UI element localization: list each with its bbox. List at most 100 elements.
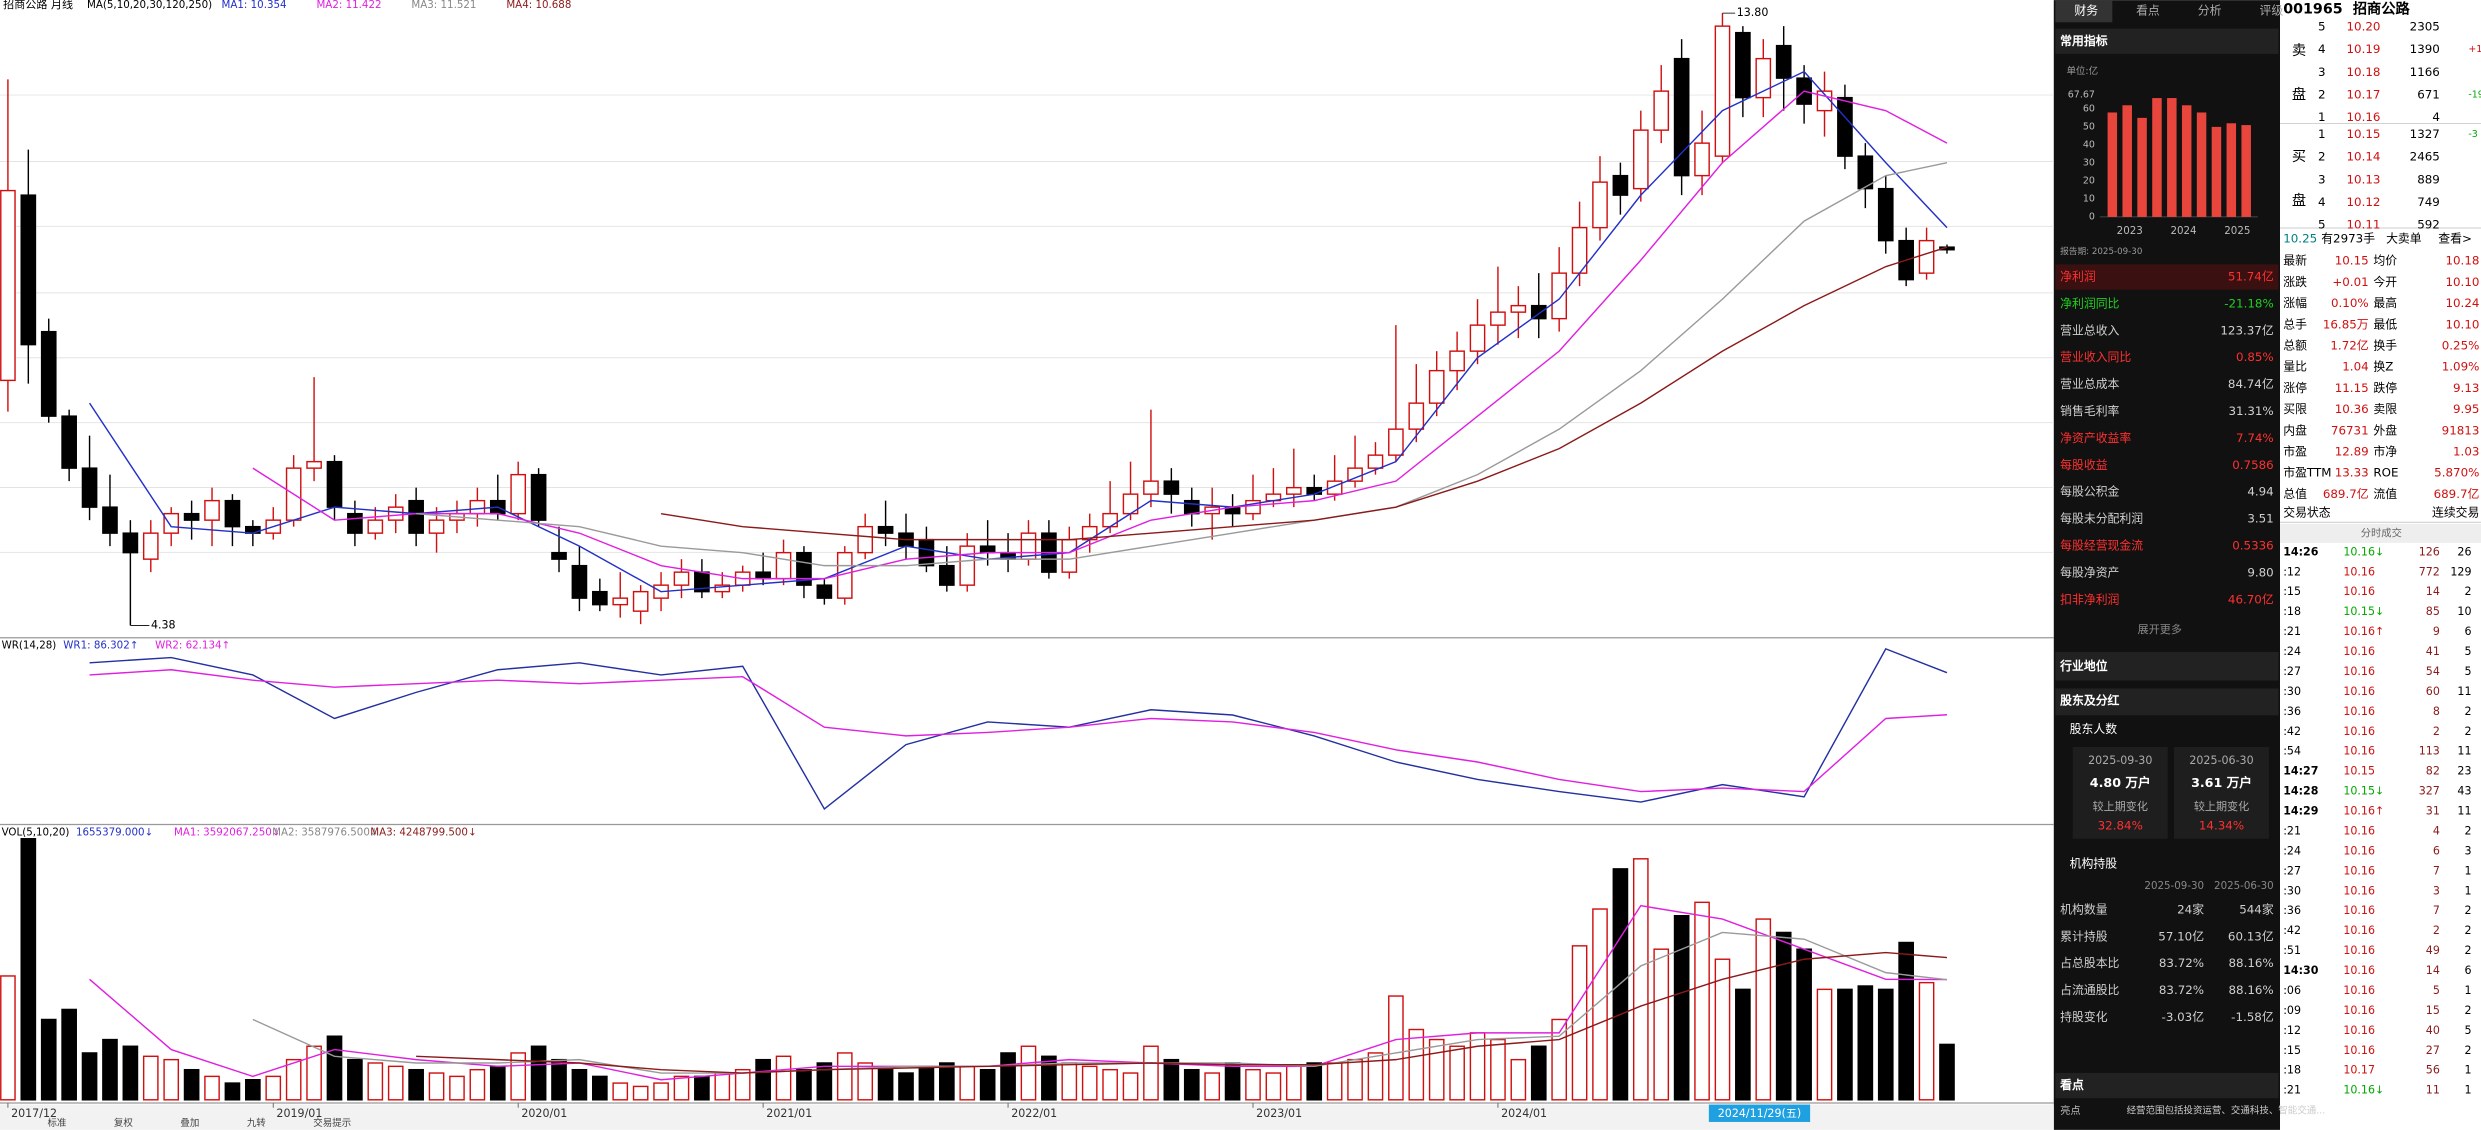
label: 10.16 <box>2343 924 2375 937</box>
label: 2025-09-30 <box>2144 880 2204 892</box>
metric-label: 每股收益 <box>2060 458 2108 472</box>
label: 10.24 <box>2445 296 2479 310</box>
candle-body <box>1061 538 1078 573</box>
label: 43 <box>2457 785 2471 798</box>
label: 2 <box>2464 904 2471 917</box>
label: 113 <box>2419 745 2440 758</box>
metric-value: 9.80 <box>2247 565 2273 579</box>
volume-bar <box>1224 1062 1241 1101</box>
label: 689.7亿 <box>2323 487 2369 501</box>
vol-ma-line <box>416 951 1948 1074</box>
label: 1 <box>2464 1084 2471 1097</box>
candle-body <box>1183 499 1200 515</box>
label: -3.03亿 <box>2162 1010 2205 1024</box>
label: 买 <box>2292 148 2306 165</box>
ticks-header <box>2280 523 2481 543</box>
volume-bar <box>387 1065 404 1101</box>
tab[interactable]: 看点 <box>2136 4 2160 18</box>
label: 10.16 <box>2343 964 2375 977</box>
toolbar-tab[interactable]: 交易提示 <box>313 1117 351 1129</box>
volume-bar <box>551 1058 567 1101</box>
toolbar-tab[interactable]: 叠加 <box>180 1118 199 1129</box>
label: +0.01 <box>2332 275 2368 289</box>
label: 均价 <box>2373 254 2397 268</box>
volume-bar <box>1204 1072 1221 1101</box>
volume-bar <box>796 1068 812 1101</box>
label: 2025-06-30 <box>2214 880 2274 892</box>
volume-bar <box>775 1055 792 1101</box>
label: 1.72亿 <box>2330 339 2368 353</box>
y-tick-label: 10 <box>2083 193 2095 204</box>
section-bar <box>2055 688 2279 716</box>
label: 10.16↑ <box>2343 625 2384 638</box>
label: 23 <box>2457 765 2471 778</box>
label: 889 <box>2417 172 2440 186</box>
tab[interactable]: 分析 <box>2198 4 2222 18</box>
toolbar-tab[interactable]: 九转 <box>247 1117 266 1129</box>
label: 1166 <box>2410 65 2440 79</box>
metric-label: 净利润 <box>2060 270 2096 284</box>
label: 4 <box>2318 42 2326 56</box>
label: 大卖单 <box>2386 232 2422 246</box>
x-tick-label: 2022/01 <box>1011 1107 1057 1120</box>
toolbar-tab[interactable]: 复权 <box>114 1117 133 1129</box>
label: 10.16 <box>2343 745 2375 758</box>
expand-button[interactable]: 展开更多 <box>2138 622 2182 636</box>
label: 交易状态 <box>2283 505 2331 519</box>
tab[interactable]: 财务 <box>2074 4 2098 18</box>
label: 5 <box>2464 665 2471 678</box>
label: 换Z <box>2373 360 2393 374</box>
volume-bar <box>1306 1062 1323 1101</box>
bar <box>2226 123 2237 217</box>
label: 12.89 <box>2335 445 2369 459</box>
label: 5 <box>2318 218 2326 232</box>
label: 10.16 <box>2343 984 2375 997</box>
label: 11 <box>2457 745 2471 758</box>
candle-body <box>714 584 731 593</box>
volume-bar <box>1796 948 1812 1101</box>
metric-label: 每股公积金 <box>2060 485 2119 499</box>
label[interactable]: 查看> <box>2438 232 2472 246</box>
label: 跌停 <box>2373 381 2397 395</box>
label: :30 <box>2283 884 2301 897</box>
tab[interactable]: 评级 <box>2259 4 2283 18</box>
candle-body <box>1837 96 1853 157</box>
label: 88.16% <box>2228 983 2273 997</box>
label: 32.84% <box>2098 819 2143 833</box>
label: 量比 <box>2283 360 2307 374</box>
volume-bar <box>122 1045 139 1101</box>
label: 10.13 <box>2347 172 2381 186</box>
label: MA(5,10,20,30,120,250) <box>87 0 212 11</box>
volume-bar <box>1673 915 1690 1101</box>
volume-bar <box>959 1065 976 1101</box>
label: 2 <box>2464 725 2471 738</box>
candle-body <box>673 571 690 586</box>
label: 市净 <box>2373 445 2397 459</box>
metric-value: 0.5336 <box>2232 539 2274 553</box>
volume-bar <box>1347 1058 1363 1101</box>
bar <box>2241 125 2251 217</box>
label: 592 <box>2417 218 2440 232</box>
label: 129 <box>2450 565 2471 578</box>
legend-item: MA2: 11.422 <box>316 0 381 11</box>
volume-bar <box>489 1065 506 1101</box>
label: 10 <box>2457 605 2471 618</box>
x-tick-label: 2023/01 <box>1256 1107 1302 1120</box>
volume-bar <box>1816 988 1833 1101</box>
y-tick-label: 30 <box>2083 157 2095 168</box>
label: 10.16 <box>2343 844 2375 857</box>
volume-bar <box>367 1062 384 1101</box>
label: 76731 <box>2331 423 2369 437</box>
label: :24 <box>2283 645 2301 658</box>
label: 亮点 <box>2060 1104 2081 1117</box>
label: 772 <box>2419 565 2440 578</box>
section-title: 行业地位 <box>2059 659 2108 673</box>
label: 1390 <box>2410 42 2440 56</box>
volume-bar <box>1102 1068 1118 1101</box>
candle-body <box>1592 181 1608 229</box>
toolbar-tab[interactable]: 标准 <box>47 1117 66 1129</box>
label: 10.10 <box>2445 275 2479 289</box>
label: 10.16 <box>2347 110 2381 124</box>
label: 10.17 <box>2343 1064 2375 1077</box>
